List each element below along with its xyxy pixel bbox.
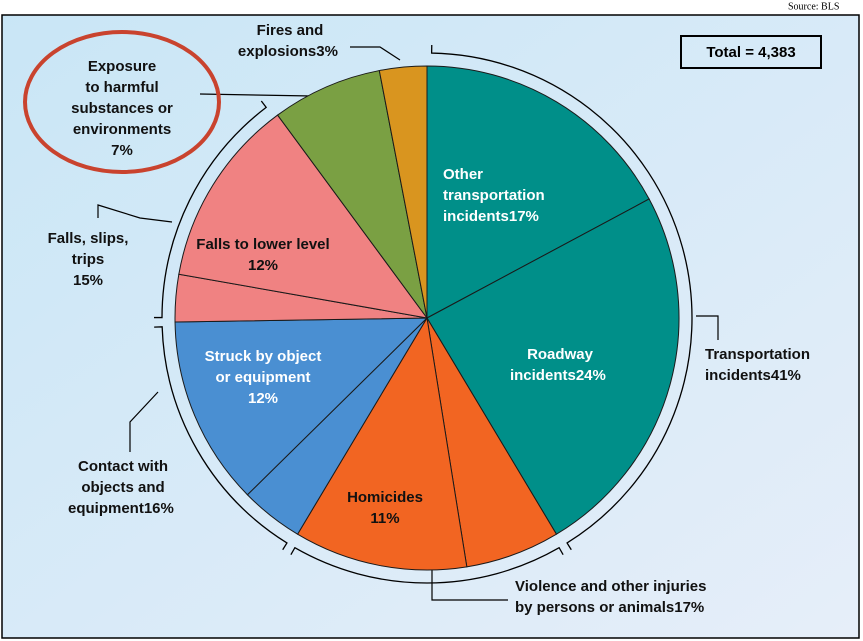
pie-slice	[178, 114, 429, 319]
label-line: equipment	[68, 500, 144, 517]
pie-slice	[276, 69, 428, 319]
group-bracket	[430, 45, 693, 551]
label-line: Other	[443, 166, 487, 183]
label-line: Struck by object	[205, 348, 326, 365]
group-bracket	[153, 100, 268, 319]
label-line: incidents	[443, 208, 509, 225]
label-line: Falls, slips,	[48, 230, 133, 247]
slice-label: Struck by object or equipment	[205, 348, 326, 386]
value-label: 17%	[509, 208, 539, 225]
total-box	[680, 35, 822, 69]
pie-slice	[426, 198, 680, 535]
slice-label: Falls, slips, trips	[48, 230, 133, 268]
slice-label: Falls to lower level	[196, 236, 329, 253]
label-line: Falls to lower level	[196, 236, 329, 253]
slice-label: Fires and explosions	[238, 22, 328, 60]
label-line: Fires and	[257, 22, 328, 39]
value-label: 17%	[674, 599, 704, 616]
label-line: or equipment	[215, 369, 310, 386]
leader	[350, 46, 401, 61]
value-label: 12%	[248, 390, 278, 407]
pie-slice	[378, 65, 428, 319]
source: Source: BLS	[788, 1, 839, 12]
pie-slice	[296, 316, 468, 571]
label-line: incidents	[705, 367, 771, 384]
slice-label: Violence and other injuries by persons o…	[515, 578, 711, 616]
label-line: incidents	[510, 367, 576, 384]
pie-slice	[426, 65, 650, 319]
label-line: environments	[73, 121, 171, 138]
slice-label: Roadway incidents	[510, 346, 597, 384]
label-line: Transportation	[705, 346, 814, 363]
leader	[129, 391, 159, 452]
value-label: 12%	[248, 257, 278, 274]
slice-label: Exposure to harmful substances or enviro…	[71, 58, 177, 138]
value-label: 11%	[370, 510, 399, 527]
label-line: objects and	[81, 479, 169, 496]
label-line: Violence and other injuries	[515, 578, 711, 595]
value-label: 15%	[73, 272, 103, 289]
label-line: Exposure	[88, 58, 161, 75]
label-line: to harmful	[85, 79, 163, 96]
value-label: 16%	[144, 500, 174, 517]
label-line: substances or	[71, 100, 177, 117]
slice-label: Homicides	[347, 489, 423, 506]
slice-label: Transportation incidents	[705, 346, 814, 384]
label-line: trips	[72, 251, 105, 268]
label-line: Contact with	[78, 458, 172, 475]
value-label: 24%	[576, 367, 606, 384]
group-bracket	[154, 326, 288, 551]
label-line: explosions	[238, 43, 316, 60]
total-annotation: Total = 4,383	[706, 44, 795, 61]
leader	[97, 204, 173, 223]
slice-label: Contact with objects and equipment	[68, 458, 172, 517]
value-label: 7%	[111, 142, 133, 159]
value-label: 41%	[771, 367, 801, 384]
label-line: Roadway	[527, 346, 597, 363]
label-line: by persons or animals	[515, 599, 674, 616]
label-line: transportation	[443, 187, 549, 204]
pie-slice	[174, 317, 429, 496]
leader	[696, 315, 719, 340]
group-bracket	[290, 546, 564, 584]
value-label: 3%	[316, 43, 338, 60]
highlight-ellipse	[23, 30, 221, 174]
label-line: Homicides	[347, 489, 423, 506]
slice-label: Other transportation incidents	[443, 166, 549, 225]
